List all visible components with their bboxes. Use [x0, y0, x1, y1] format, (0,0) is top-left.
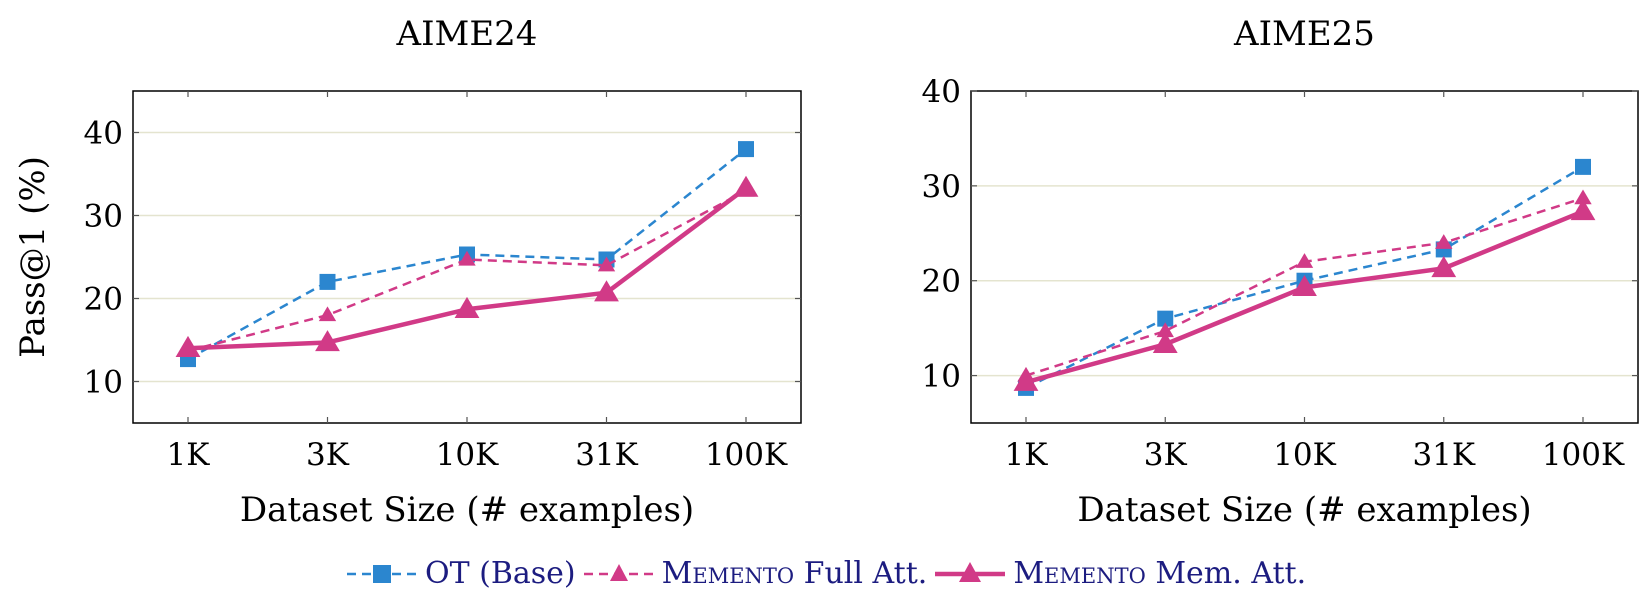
y-tick-label: 30 — [84, 199, 123, 235]
data-point-triangle — [458, 250, 476, 266]
legend-label-memento-mem-att: Memento Mem. Att. — [1013, 556, 1307, 591]
legend-label-memento-full-att: Memento Full Att. — [661, 556, 928, 591]
x-tick-label: 3K — [1144, 437, 1188, 473]
triangle-marker-icon — [609, 563, 628, 581]
data-point-triangle — [733, 175, 759, 197]
x-axis-label: Dataset Size (# examples) — [1077, 490, 1531, 530]
series-line — [1025, 165, 1584, 390]
data-point-triangle — [1431, 255, 1457, 278]
data-point-triangle — [454, 296, 480, 318]
legend-swatch-memento-full-att — [583, 563, 654, 581]
data-point-triangle — [1152, 331, 1178, 353]
chart-panel-aime25: 10 20 30 40 1K 3K 10K 31K 100K AIME25 Dataset Size… — [922, 14, 1639, 530]
chart-panel-aime24: 10 20 30 40 1K 3K 10K 31K 100K AIME24 Dataset Size… — [13, 14, 802, 530]
data-point-triangle — [1570, 199, 1596, 221]
chart-title: AIME25 — [1233, 14, 1375, 54]
x-tick-label: 10K — [436, 437, 499, 473]
x-tick-label: 100K — [705, 437, 788, 473]
data-point-triangle — [594, 280, 619, 302]
y-tick-label: 20 — [922, 264, 961, 300]
data-point-triangle — [1292, 274, 1317, 297]
data-point-triangle — [1156, 322, 1174, 338]
data-point-triangle — [175, 335, 201, 357]
x-tick-label: 1K — [1005, 437, 1049, 473]
series-line — [187, 186, 748, 351]
series-memento-mem-att — [1013, 199, 1596, 391]
series-line — [1025, 209, 1584, 385]
data-point-triangle — [315, 330, 340, 352]
chart-title: AIME24 — [396, 14, 538, 54]
y-axis-label: Pass@1 (%) — [13, 156, 53, 358]
series-line — [187, 189, 747, 353]
y-tick-label: 10 — [922, 359, 961, 395]
data-point-triangle — [1295, 253, 1314, 268]
square-marker-icon — [373, 564, 391, 583]
x-tick-label: 100K — [1542, 437, 1625, 473]
legend-swatch-memento-mem-att — [935, 561, 1006, 582]
series-memento-mem-att — [175, 175, 759, 357]
data-point-square — [738, 141, 754, 158]
legend-item-memento-full-att: Memento Full Att. — [582, 556, 928, 591]
legend: OT (Base) Memento Full Att. Memento Mem.… — [345, 556, 1312, 591]
legend-item-memento-mem-att: Memento Mem. Att. — [933, 556, 1306, 591]
x-tick-label: 1K — [167, 437, 211, 473]
y-tick-label: 20 — [84, 282, 123, 318]
data-point-triangle — [1435, 234, 1453, 249]
data-point-square — [319, 273, 336, 290]
data-point-triangle — [318, 306, 337, 322]
y-tick-label: 40 — [922, 74, 961, 110]
data-point-triangle — [1013, 369, 1039, 391]
figure: 10 20 30 40 1K 3K 10K 31K 100K AIME24 Dataset Size… — [13, 14, 1639, 530]
legend-label-ot-base: OT (Base) — [425, 556, 576, 591]
legend-swatch-ot-base — [347, 564, 417, 583]
x-tick-label: 31K — [1412, 437, 1475, 473]
x-tick-label: 10K — [1273, 437, 1336, 473]
legend-item-ot-base: OT (Base) — [345, 556, 576, 591]
y-tick-label: 10 — [84, 365, 123, 401]
x-tick-label: 3K — [306, 437, 350, 473]
data-point-square — [1575, 158, 1591, 175]
triangle-marker-icon — [959, 561, 982, 582]
y-tick-label: 40 — [84, 116, 123, 152]
y-tick-label: 30 — [922, 169, 961, 205]
x-axis-label: Dataset Size (# examples) — [240, 490, 694, 530]
data-point-triangle — [597, 256, 616, 272]
series-memento-full-att — [179, 181, 755, 357]
x-tick-label: 31K — [575, 437, 638, 473]
data-point-square — [1157, 310, 1174, 327]
data-point-triangle — [1574, 189, 1592, 205]
